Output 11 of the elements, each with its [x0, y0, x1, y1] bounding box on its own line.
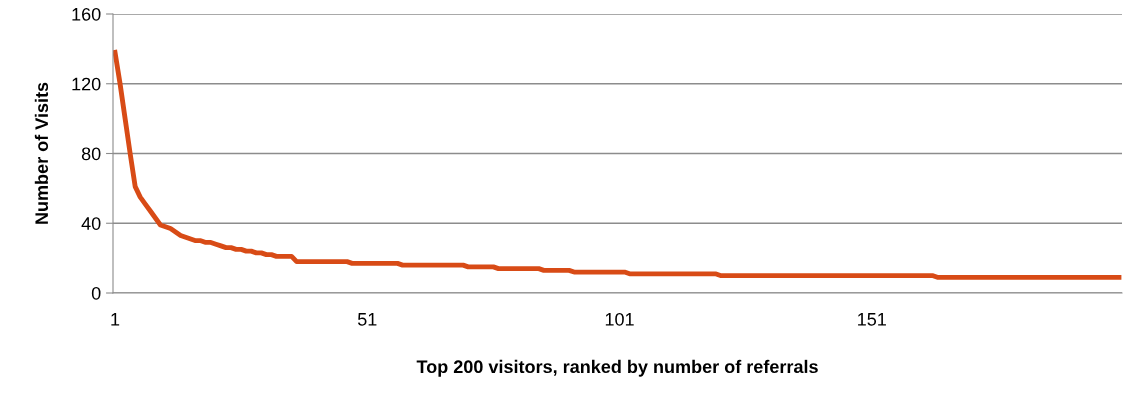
- y-tick-label: 120: [72, 77, 101, 91]
- x-tick-label: 151: [858, 313, 886, 326]
- x-tick-label: 51: [357, 313, 377, 326]
- y-tick-label: 40: [81, 217, 101, 230]
- y-tick-label: 160: [72, 7, 101, 21]
- y-tick-label: 0: [91, 286, 101, 300]
- x-tick-label: 101: [605, 312, 634, 326]
- y-tick-label: 80: [81, 147, 101, 161]
- x-tick-label: 1: [111, 313, 120, 326]
- x-axis-title: Top 200 visitors, ranked by number of referrals: [416, 359, 818, 377]
- y-axis-title: Number of Visits: [34, 82, 49, 224]
